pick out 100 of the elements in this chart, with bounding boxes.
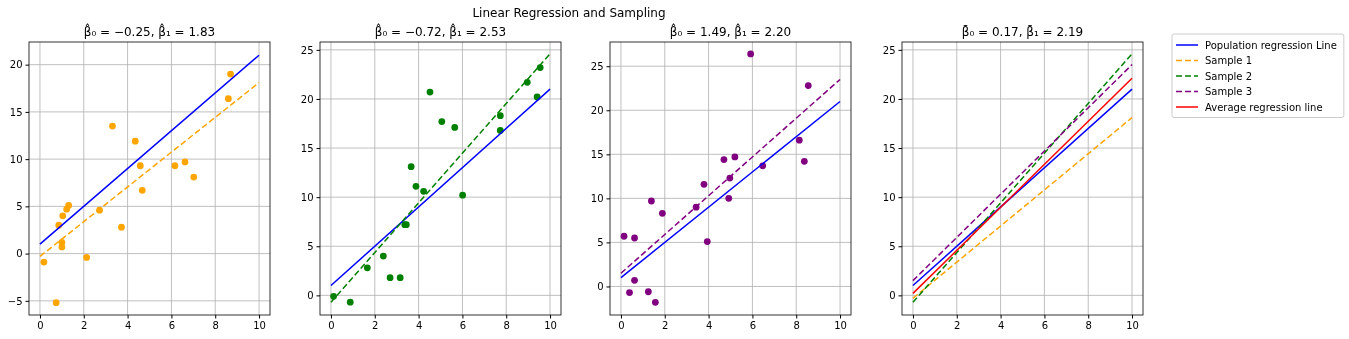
x-tick-label: 10 xyxy=(253,319,266,331)
point xyxy=(407,163,415,171)
point xyxy=(118,223,125,231)
point xyxy=(131,137,139,145)
point xyxy=(800,157,808,165)
point xyxy=(795,136,803,144)
chart-title: β̂₀ = −0.72, β̂₁ = 2.53 xyxy=(374,22,507,39)
point xyxy=(59,212,67,220)
point xyxy=(725,194,733,202)
x-tick-label: 10 xyxy=(544,319,557,331)
y-tick-label: 20 xyxy=(300,93,314,105)
point xyxy=(703,238,711,245)
legend-label: Population regression Line xyxy=(1205,39,1337,51)
y-tick-label: 5 xyxy=(597,237,604,249)
y-tick-label: 15 xyxy=(9,106,23,118)
point xyxy=(438,118,446,125)
y-tick-label: 25 xyxy=(882,44,896,56)
point xyxy=(58,243,66,251)
x-tick-label: 6 xyxy=(749,319,757,331)
x-tick-label: 6 xyxy=(168,319,176,331)
point xyxy=(644,288,652,296)
y-tick-label: 5 xyxy=(16,201,23,213)
y-tick-label: 0 xyxy=(889,290,896,302)
point xyxy=(648,197,655,205)
point xyxy=(386,274,394,282)
point xyxy=(52,299,60,307)
x-tick-label: 6 xyxy=(459,319,467,331)
point xyxy=(420,187,428,195)
point xyxy=(40,258,48,266)
point xyxy=(426,88,434,96)
y-tick-label: 0 xyxy=(307,290,314,302)
point xyxy=(138,186,146,194)
point xyxy=(181,158,189,166)
point xyxy=(227,70,234,78)
point xyxy=(412,182,420,190)
chart-title: β̂₀ = −0.25, β̂₁ = 1.83 xyxy=(83,22,216,39)
y-tick-label: 10 xyxy=(590,193,604,205)
point xyxy=(631,276,638,284)
chart-title: β̂₀ = 1.49, β̂₁ = 2.20 xyxy=(669,22,792,39)
point xyxy=(731,153,739,161)
legend-label: Sample 2 xyxy=(1205,70,1253,82)
point xyxy=(626,289,633,296)
point xyxy=(620,232,628,240)
y-tick-label: 0 xyxy=(597,281,604,293)
y-tick-label: 10 xyxy=(882,191,896,203)
point xyxy=(496,112,504,120)
x-tick-label: 8 xyxy=(212,319,219,331)
y-tick-label: 5 xyxy=(889,240,896,252)
y-tick-label: 10 xyxy=(300,191,314,203)
point xyxy=(396,274,404,282)
x-tick-label: 2 xyxy=(662,319,669,331)
x-tick-label: 2 xyxy=(81,319,88,331)
y-tick-label: 5 xyxy=(307,240,314,252)
y-tick-label: 15 xyxy=(590,149,604,161)
x-tick-label: 4 xyxy=(705,319,713,331)
y-tick-label: −5 xyxy=(7,295,23,307)
x-tick-label: 4 xyxy=(997,319,1005,331)
point xyxy=(536,64,544,71)
point xyxy=(171,162,179,170)
y-tick-label: 15 xyxy=(882,142,896,154)
x-tick-label: 2 xyxy=(954,319,961,331)
point xyxy=(651,298,659,306)
point xyxy=(330,292,337,300)
point xyxy=(190,173,198,181)
x-tick-label: 4 xyxy=(124,319,132,331)
x-tick-label: 10 xyxy=(1126,319,1139,331)
legend-label: Sample 3 xyxy=(1205,86,1253,97)
point xyxy=(109,122,116,130)
x-tick-label: 8 xyxy=(793,319,800,331)
point xyxy=(459,191,467,199)
y-tick-label: 15 xyxy=(300,142,314,154)
text: Linear Regression and Sampling xyxy=(472,6,666,20)
point xyxy=(720,156,728,163)
point xyxy=(658,209,666,217)
point xyxy=(700,180,708,188)
point xyxy=(804,82,812,89)
x-tick-label: 4 xyxy=(415,319,423,331)
y-tick-label: 25 xyxy=(590,60,604,72)
legend-label: Average regression line xyxy=(1205,101,1323,113)
x-tick-label: 2 xyxy=(372,319,379,331)
point xyxy=(224,95,232,103)
y-tick-label: 10 xyxy=(9,153,23,165)
y-tick-label: 20 xyxy=(590,104,604,116)
point xyxy=(136,162,144,170)
y-tick-label: 25 xyxy=(300,44,314,56)
x-tick-label: 6 xyxy=(1041,319,1049,331)
point xyxy=(346,298,354,306)
point xyxy=(631,234,638,242)
x-tick-label: 0 xyxy=(910,319,917,331)
x-tick-label: 0 xyxy=(328,319,335,331)
point xyxy=(379,252,387,260)
point xyxy=(451,124,459,131)
legend-label: Sample 1 xyxy=(1205,55,1253,66)
y-tick-label: 0 xyxy=(16,248,23,260)
point xyxy=(65,202,73,209)
y-tick-label: 20 xyxy=(882,93,896,105)
x-tick-label: 0 xyxy=(37,319,44,331)
x-tick-label: 0 xyxy=(618,319,625,331)
point xyxy=(363,264,371,272)
point xyxy=(747,50,755,58)
